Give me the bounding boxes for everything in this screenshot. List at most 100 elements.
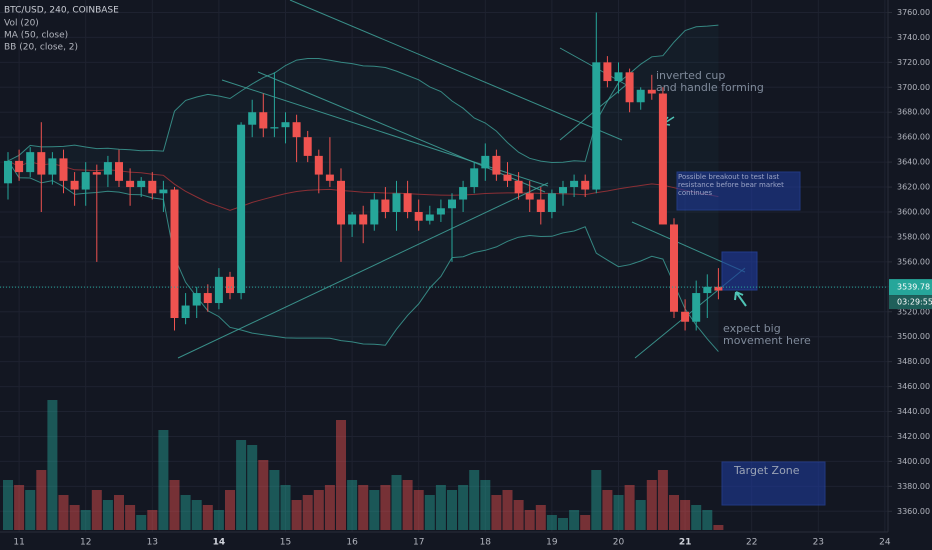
last-price-tag bbox=[889, 279, 932, 296]
candle-body bbox=[414, 212, 423, 221]
indicator-label: BB (20, close, 2) bbox=[4, 43, 78, 53]
volume-bar bbox=[646, 480, 657, 530]
volume-bar bbox=[624, 485, 635, 530]
x-tick-label: 14 bbox=[213, 538, 226, 548]
price-axis-bg bbox=[888, 0, 932, 550]
y-tick-label: 3680.00 bbox=[897, 108, 930, 117]
candle-body bbox=[59, 158, 68, 181]
x-tick-label: 23 bbox=[813, 538, 824, 548]
volume-bar bbox=[213, 510, 224, 530]
y-tick-label: 3520.00 bbox=[897, 307, 930, 316]
y-tick-label: 3380.00 bbox=[897, 482, 930, 491]
annotation: Target Zone bbox=[733, 464, 800, 477]
volume-bar bbox=[591, 470, 602, 530]
volume-bar bbox=[125, 505, 136, 530]
candle-body bbox=[159, 189, 168, 194]
y-tick-label: 3580.00 bbox=[897, 232, 930, 241]
candle-body bbox=[181, 305, 190, 318]
candle-body bbox=[348, 214, 357, 225]
ma-line bbox=[7, 160, 719, 211]
annotation: inverted cup and handle forming bbox=[656, 69, 764, 94]
candle-body bbox=[381, 199, 390, 212]
candle-body bbox=[15, 160, 24, 173]
volume-bar bbox=[435, 485, 446, 530]
volume-bar bbox=[180, 495, 191, 530]
candle-body bbox=[48, 158, 57, 175]
indicator-label: Vol (20) bbox=[4, 19, 39, 29]
volume-bar bbox=[169, 480, 180, 530]
volume-bar bbox=[447, 490, 457, 530]
candle-body bbox=[559, 187, 567, 194]
candle-body bbox=[636, 89, 645, 103]
volume-pane bbox=[3, 400, 724, 530]
breakout-box bbox=[676, 171, 801, 211]
volume-bar bbox=[524, 510, 535, 530]
x-tick-label: 13 bbox=[147, 538, 158, 548]
x-tick-label: 22 bbox=[746, 538, 757, 548]
trendline bbox=[177, 182, 549, 359]
volume-bar bbox=[36, 470, 47, 530]
volume-bar bbox=[136, 515, 147, 530]
volume-bar bbox=[602, 490, 613, 530]
candle-body bbox=[603, 62, 612, 82]
y-tick-label: 3460.00 bbox=[897, 382, 930, 391]
y-tick-label: 3720.00 bbox=[897, 58, 930, 67]
volume-bar bbox=[380, 485, 391, 530]
candle-body bbox=[492, 155, 501, 175]
volume-bar bbox=[91, 490, 102, 530]
candle-body bbox=[92, 172, 101, 175]
candle-body bbox=[303, 137, 312, 156]
candle-body bbox=[658, 93, 667, 225]
candle-body bbox=[325, 174, 334, 181]
y-tick-label: 3740.00 bbox=[897, 33, 930, 42]
candle-body bbox=[103, 162, 112, 175]
volume-bar bbox=[114, 495, 124, 530]
x-tick-label: 18 bbox=[480, 538, 492, 548]
countdown-label: 03:29:55 bbox=[897, 298, 932, 307]
volume-bar bbox=[369, 490, 380, 530]
volume-bar bbox=[635, 500, 646, 530]
volume-bar bbox=[236, 440, 247, 530]
x-tick-label: 12 bbox=[80, 538, 91, 548]
candle-body bbox=[403, 193, 412, 212]
candle-body bbox=[714, 286, 723, 291]
volume-bar bbox=[202, 505, 213, 530]
volume-bar bbox=[669, 495, 679, 530]
candle-body bbox=[581, 180, 590, 190]
candle-body bbox=[137, 180, 146, 188]
candle-body bbox=[425, 214, 434, 221]
y-tick-label: 3700.00 bbox=[897, 83, 930, 92]
movement-box bbox=[721, 251, 758, 291]
trendline bbox=[289, 0, 623, 141]
bb-fill bbox=[8, 25, 719, 352]
candle-body bbox=[4, 160, 12, 184]
volume-bar bbox=[280, 485, 291, 530]
volume-bar bbox=[480, 480, 491, 530]
candle-body bbox=[670, 224, 678, 312]
annotation: Possible breakout to test last resistanc… bbox=[678, 173, 784, 197]
candle-body bbox=[481, 155, 490, 169]
annotation: expect big movement here bbox=[723, 322, 811, 347]
x-tick-label: 21 bbox=[679, 538, 692, 548]
volume-bar bbox=[580, 515, 591, 530]
volume-bar bbox=[569, 510, 580, 530]
countdown-tag bbox=[889, 295, 932, 310]
candle-body bbox=[259, 112, 268, 129]
volume-bar bbox=[513, 500, 524, 530]
y-tick-label: 3400.00 bbox=[897, 457, 930, 466]
y-tick-label: 3360.00 bbox=[897, 507, 930, 516]
candle-body bbox=[692, 293, 701, 322]
volume-bar bbox=[680, 500, 691, 530]
candle-body bbox=[536, 199, 545, 212]
y-tick-label: 3620.00 bbox=[897, 183, 930, 192]
candle-body bbox=[37, 152, 46, 175]
volume-bar bbox=[502, 490, 513, 530]
volume-bar bbox=[47, 400, 58, 530]
volume-bar bbox=[191, 500, 202, 530]
candle-body bbox=[436, 208, 445, 215]
indicators bbox=[7, 24, 719, 352]
